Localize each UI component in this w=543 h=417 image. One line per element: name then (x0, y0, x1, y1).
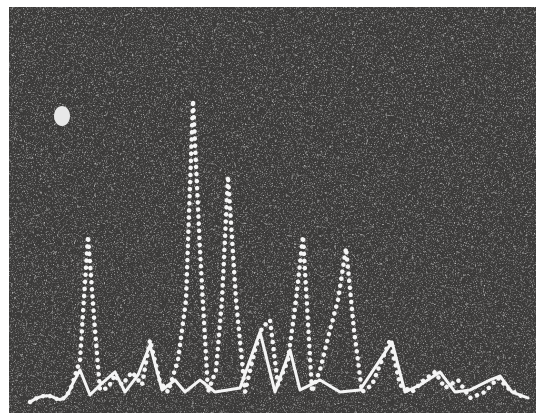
blob (54, 106, 70, 126)
waveform-base (28, 330, 530, 404)
noise-coarse (9, 7, 536, 413)
